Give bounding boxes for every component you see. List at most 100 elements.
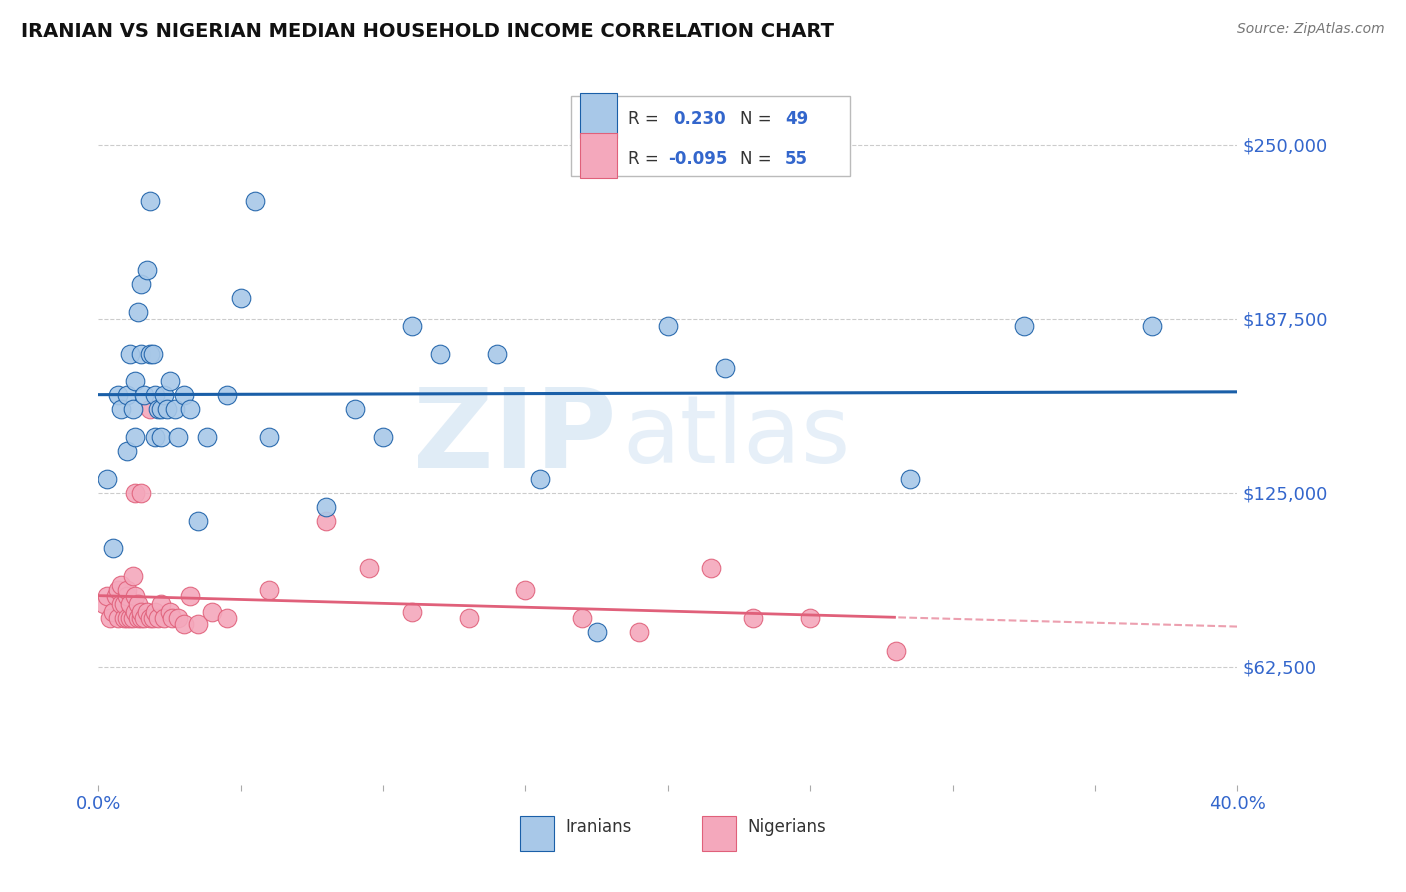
Point (118, 597, 141, 611)
Text: N =: N = (740, 110, 772, 128)
Point (150, 597, 173, 611)
Point (101, 541, 124, 556)
Text: Iranians: Iranians (565, 818, 631, 836)
Point (93, 597, 115, 611)
Point (150, 430, 173, 444)
Bar (702, 816, 737, 851)
Bar (581, 93, 617, 138)
Point (104, 589, 127, 603)
Point (243, 194, 266, 208)
Point (156, 402, 179, 417)
Point (138, 194, 160, 208)
Point (179, 589, 201, 603)
Point (148, 402, 170, 417)
Point (110, 402, 132, 417)
Point (187, 616, 209, 631)
FancyBboxPatch shape (571, 96, 851, 177)
Point (259, 430, 281, 444)
Point (150, 402, 173, 417)
Text: 0.230: 0.230 (673, 110, 725, 128)
Point (195, 430, 218, 444)
Point (529, 472, 551, 486)
Point (127, 611, 149, 625)
Point (145, 430, 167, 444)
Point (187, 514, 209, 528)
Point (138, 611, 160, 625)
Point (884, 644, 907, 658)
Point (401, 606, 423, 620)
Point (173, 388, 195, 402)
Point (115, 589, 138, 603)
Point (628, 624, 651, 639)
Point (124, 430, 146, 444)
Point (101, 606, 124, 620)
Point (173, 616, 195, 631)
Point (124, 589, 146, 603)
Point (699, 561, 721, 575)
Point (215, 611, 238, 625)
Point (129, 606, 152, 620)
Point (799, 611, 821, 625)
Point (153, 388, 176, 402)
Point (121, 569, 143, 583)
Point (571, 611, 593, 625)
Point (585, 624, 607, 639)
Point (148, 611, 170, 625)
Point (118, 346, 141, 360)
Point (215, 388, 238, 402)
Point (107, 388, 129, 402)
Point (121, 611, 143, 625)
Point (343, 402, 366, 417)
Text: IRANIAN VS NIGERIAN MEDIAN HOUSEHOLD INCOME CORRELATION CHART: IRANIAN VS NIGERIAN MEDIAN HOUSEHOLD INC… (21, 22, 834, 41)
Point (159, 606, 181, 620)
Text: 55: 55 (785, 150, 808, 168)
Point (315, 500, 337, 514)
Point (127, 597, 149, 611)
Bar (520, 816, 554, 851)
Point (118, 611, 141, 625)
Point (112, 611, 135, 625)
Point (132, 388, 155, 402)
Point (115, 444, 138, 458)
Point (714, 360, 737, 375)
Point (135, 263, 157, 277)
Point (138, 346, 160, 360)
Point (129, 346, 152, 360)
Point (124, 485, 146, 500)
Point (259, 583, 281, 598)
Point (515, 583, 537, 598)
Point (153, 611, 176, 625)
Point (138, 402, 160, 417)
Point (201, 606, 224, 620)
Text: ZIP: ZIP (413, 384, 617, 491)
Point (135, 606, 157, 620)
Point (115, 583, 138, 598)
Point (401, 318, 423, 333)
Point (486, 346, 509, 360)
Point (110, 577, 132, 591)
Point (141, 611, 163, 625)
Text: Nigerians: Nigerians (748, 818, 827, 836)
Point (315, 514, 337, 528)
Point (107, 611, 129, 625)
Text: R =: R = (628, 110, 659, 128)
Point (141, 346, 163, 360)
Point (373, 430, 395, 444)
Point (132, 611, 155, 625)
Text: N =: N = (740, 150, 772, 168)
Point (121, 402, 143, 417)
Point (129, 277, 152, 291)
Point (110, 597, 132, 611)
Text: atlas: atlas (623, 391, 851, 483)
Point (1012, 318, 1035, 333)
Point (96, 589, 118, 603)
Point (115, 388, 138, 402)
Text: -0.095: -0.095 (668, 150, 727, 168)
Point (129, 485, 152, 500)
Point (107, 583, 129, 598)
Bar (581, 133, 617, 178)
Point (167, 611, 190, 625)
Point (165, 402, 187, 417)
Point (115, 611, 138, 625)
Point (124, 606, 146, 620)
